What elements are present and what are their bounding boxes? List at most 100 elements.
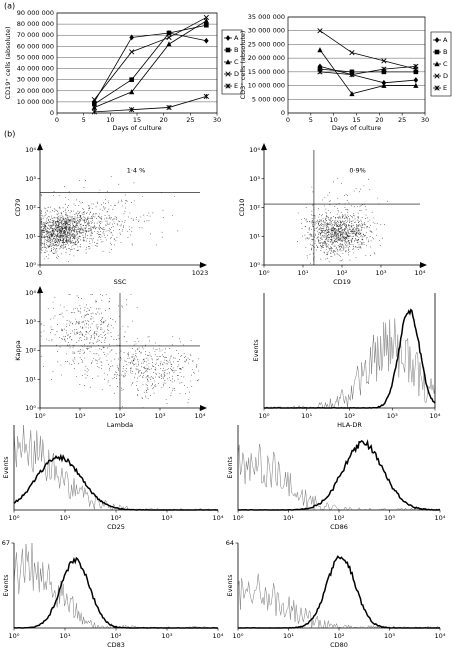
- marker: [434, 73, 440, 79]
- histogram-trace: [237, 573, 441, 629]
- y-tick-label: 40 000 000: [17, 65, 54, 73]
- series-line: [94, 17, 207, 100]
- x-axis-label: CD25: [107, 523, 125, 531]
- x-axis-label: Days of culture: [332, 124, 381, 132]
- y-tick-label: 80 000 000: [17, 20, 54, 28]
- y-tick-label: 10¹: [25, 375, 36, 383]
- legend-label: E: [234, 82, 238, 90]
- marker: [129, 89, 135, 95]
- x-tick-label: 10¹: [298, 269, 309, 277]
- x-tick-label: 10⁴: [430, 412, 441, 420]
- x-tick-label: 10¹: [75, 412, 86, 420]
- axis-arrow: [200, 405, 207, 411]
- y-tick-label: 50 000 000: [17, 53, 54, 61]
- marker: [129, 49, 135, 55]
- series-line: [319, 49, 416, 95]
- event-cloud: [40, 176, 179, 262]
- marker: [317, 66, 323, 72]
- x-tick-label: 10³: [162, 514, 173, 522]
- gate-percentage: 0·9%: [349, 167, 366, 175]
- x-axis-label: Lambda: [107, 421, 133, 429]
- x-tick-label: 10⁴: [435, 514, 446, 522]
- x-axis-label: CD19: [333, 278, 351, 286]
- y-tick-label: 10⁴: [25, 146, 36, 154]
- x-tick-label: 20: [375, 116, 383, 124]
- x-tick-label: 10⁴: [213, 632, 224, 640]
- y-axis-label: Events: [2, 574, 10, 597]
- y-axis-label: Events: [252, 339, 260, 362]
- marker: [413, 77, 419, 83]
- y-tick-label: 0: [50, 109, 54, 117]
- y-tick-label: 20 000 000: [248, 54, 285, 62]
- marker: [91, 109, 97, 115]
- marker: [225, 47, 231, 53]
- marker: [225, 35, 231, 41]
- x-tick-label: 30: [213, 116, 221, 124]
- marker: [349, 69, 355, 75]
- axis-arrow: [200, 262, 207, 268]
- y-tick-label: 67: [2, 539, 10, 547]
- x-tick-label: 10¹: [283, 514, 294, 522]
- x-tick-label: 25: [186, 116, 194, 124]
- y-axis-label: CD79: [14, 199, 22, 217]
- marker: [203, 17, 209, 24]
- y-tick-label: 30 000 000: [248, 27, 285, 35]
- legend-label: B: [234, 46, 238, 54]
- marker: [317, 28, 323, 34]
- x-tick-label: 10²: [111, 514, 122, 522]
- marker: [166, 104, 172, 111]
- x-tick-label: 10¹: [301, 412, 312, 420]
- marker: [413, 82, 419, 88]
- x-tick-label: 10⁰: [9, 632, 20, 640]
- y-tick-label: 70 000 000: [17, 31, 54, 39]
- y-tick-label: 10³: [25, 175, 36, 183]
- marker: [204, 37, 209, 44]
- y-tick-label: 10⁰: [25, 404, 36, 412]
- axis-arrow: [37, 143, 43, 150]
- marker: [349, 50, 355, 56]
- x-tick-label: 10⁰: [259, 412, 270, 420]
- x-tick-label: 10¹: [283, 632, 294, 640]
- marker: [129, 77, 134, 82]
- y-tick-label: 10⁴: [249, 146, 260, 154]
- y-tick-label: 90 000 000: [17, 9, 54, 17]
- x-tick-label: 25: [398, 116, 406, 124]
- marker: [434, 37, 440, 43]
- x-tick-label: 10²: [115, 412, 126, 420]
- x-axis-label: HLA-DR: [337, 421, 362, 429]
- x-tick-label: 10²: [334, 632, 345, 640]
- x-tick-label: 10³: [384, 514, 395, 522]
- x-tick-label: 0: [38, 269, 42, 277]
- x-tick-label: 10³: [384, 632, 395, 640]
- marker: [204, 22, 209, 28]
- y-tick-label: 10⁰: [25, 261, 36, 269]
- x-tick-label: 10³: [162, 632, 173, 640]
- marker: [434, 85, 440, 91]
- series-line: [93, 32, 207, 103]
- y-tick-label: 20 000 000: [17, 87, 54, 95]
- x-tick-label: 10⁰: [259, 269, 270, 277]
- histogram-trace: [13, 556, 218, 629]
- marker: [129, 107, 135, 113]
- marker: [434, 49, 440, 55]
- legend-label: D: [234, 70, 239, 78]
- y-axis-label: Events: [226, 574, 234, 597]
- marker: [91, 97, 97, 103]
- marker: [91, 104, 97, 110]
- y-tick-label: 10²: [249, 204, 260, 212]
- x-tick-label: 10⁰: [9, 514, 20, 522]
- y-tick-label: 10¹: [25, 232, 36, 240]
- x-tick-label: 10⁰: [233, 514, 244, 522]
- x-tick-label: 10⁴: [195, 412, 206, 420]
- legend-label: E: [443, 84, 447, 92]
- marker: [92, 101, 97, 107]
- histogram-trace: [264, 318, 436, 409]
- marker: [129, 34, 134, 41]
- gate-percentage: 1·4 %: [127, 167, 146, 175]
- x-tick-label: 30: [421, 116, 429, 124]
- marker: [434, 61, 440, 67]
- histogram-trace: [13, 542, 219, 629]
- x-tick-label: 10³: [387, 412, 398, 420]
- x-tick-label: 10⁴: [415, 269, 426, 277]
- axis-arrow: [420, 262, 427, 268]
